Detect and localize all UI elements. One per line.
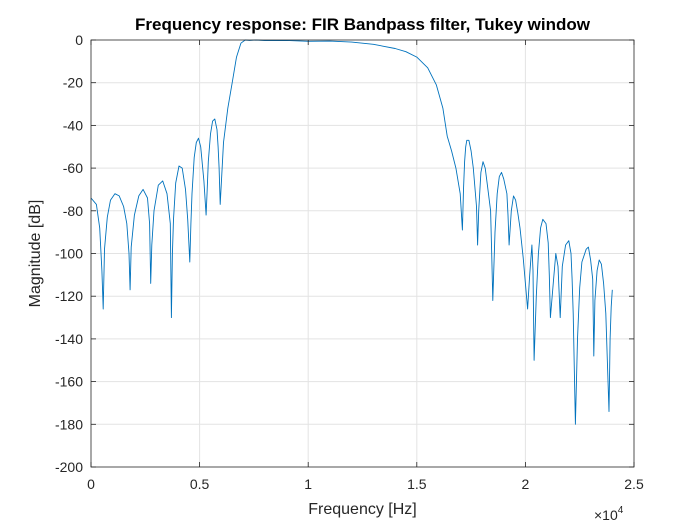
x-axis-exponent-power: 4 <box>618 505 624 516</box>
series-line <box>90 39 613 425</box>
y-tick-label: -20 <box>63 75 83 91</box>
x-tick-label: 2 <box>522 476 530 492</box>
y-tick-label: -160 <box>55 374 83 390</box>
data-layer <box>90 39 613 425</box>
y-tick-label: -60 <box>63 160 83 176</box>
y-tick-label: -200 <box>55 459 83 475</box>
y-tick-label: 0 <box>75 32 83 48</box>
y-axis-label: Magnitude [dB] <box>27 200 44 308</box>
y-tick-label: -120 <box>55 288 83 304</box>
x-tick-label: 1.5 <box>407 476 427 492</box>
x-axis-exponent: ×104 <box>594 505 624 523</box>
chart-title: Frequency response: FIR Bandpass filter,… <box>135 15 591 34</box>
x-tick-label: 0 <box>87 476 95 492</box>
x-tick-label: 2.5 <box>624 476 644 492</box>
y-tick-label: -140 <box>55 331 83 347</box>
ticks: 0 0.5 1 1.5 2 2.5 0 -20 -40 -60 -80 -100 -120 -140 -16… <box>55 32 644 492</box>
y-tick-label: -80 <box>63 203 83 219</box>
y-tick-label: -40 <box>63 117 83 133</box>
x-tick-label: 1 <box>304 476 312 492</box>
y-tick-label: -100 <box>55 246 83 262</box>
x-axis-label: Frequency [Hz] <box>308 501 416 518</box>
grid <box>91 40 634 467</box>
x-axis-exponent-base: ×10 <box>594 507 618 523</box>
x-tick-label: 0.5 <box>190 476 210 492</box>
y-tick-label: -180 <box>55 416 83 432</box>
